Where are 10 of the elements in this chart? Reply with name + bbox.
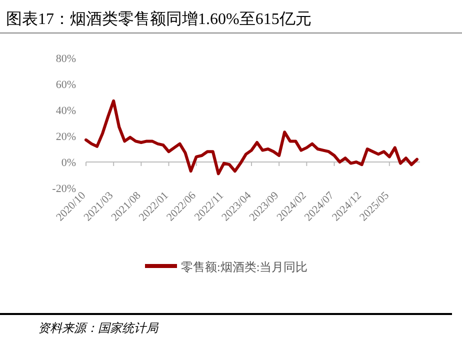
title: 图表17：烟酒类零售额同增1.60%至615亿元 [6,11,312,28]
text: 资料来源：国家统计局 [38,321,159,335]
y-tick-label: 0% [61,157,76,169]
y-tick-label: -20% [52,183,76,195]
y-tick-label: 20% [56,131,76,143]
y-tick-label: 40% [56,105,76,117]
legend-label: 零售额:烟酒类:当月同比 [181,260,308,274]
y-tick-label: 80% [56,53,76,65]
y-tick-label: 60% [56,79,76,91]
legend: 零售额:烟酒类:当月同比 [145,260,308,274]
